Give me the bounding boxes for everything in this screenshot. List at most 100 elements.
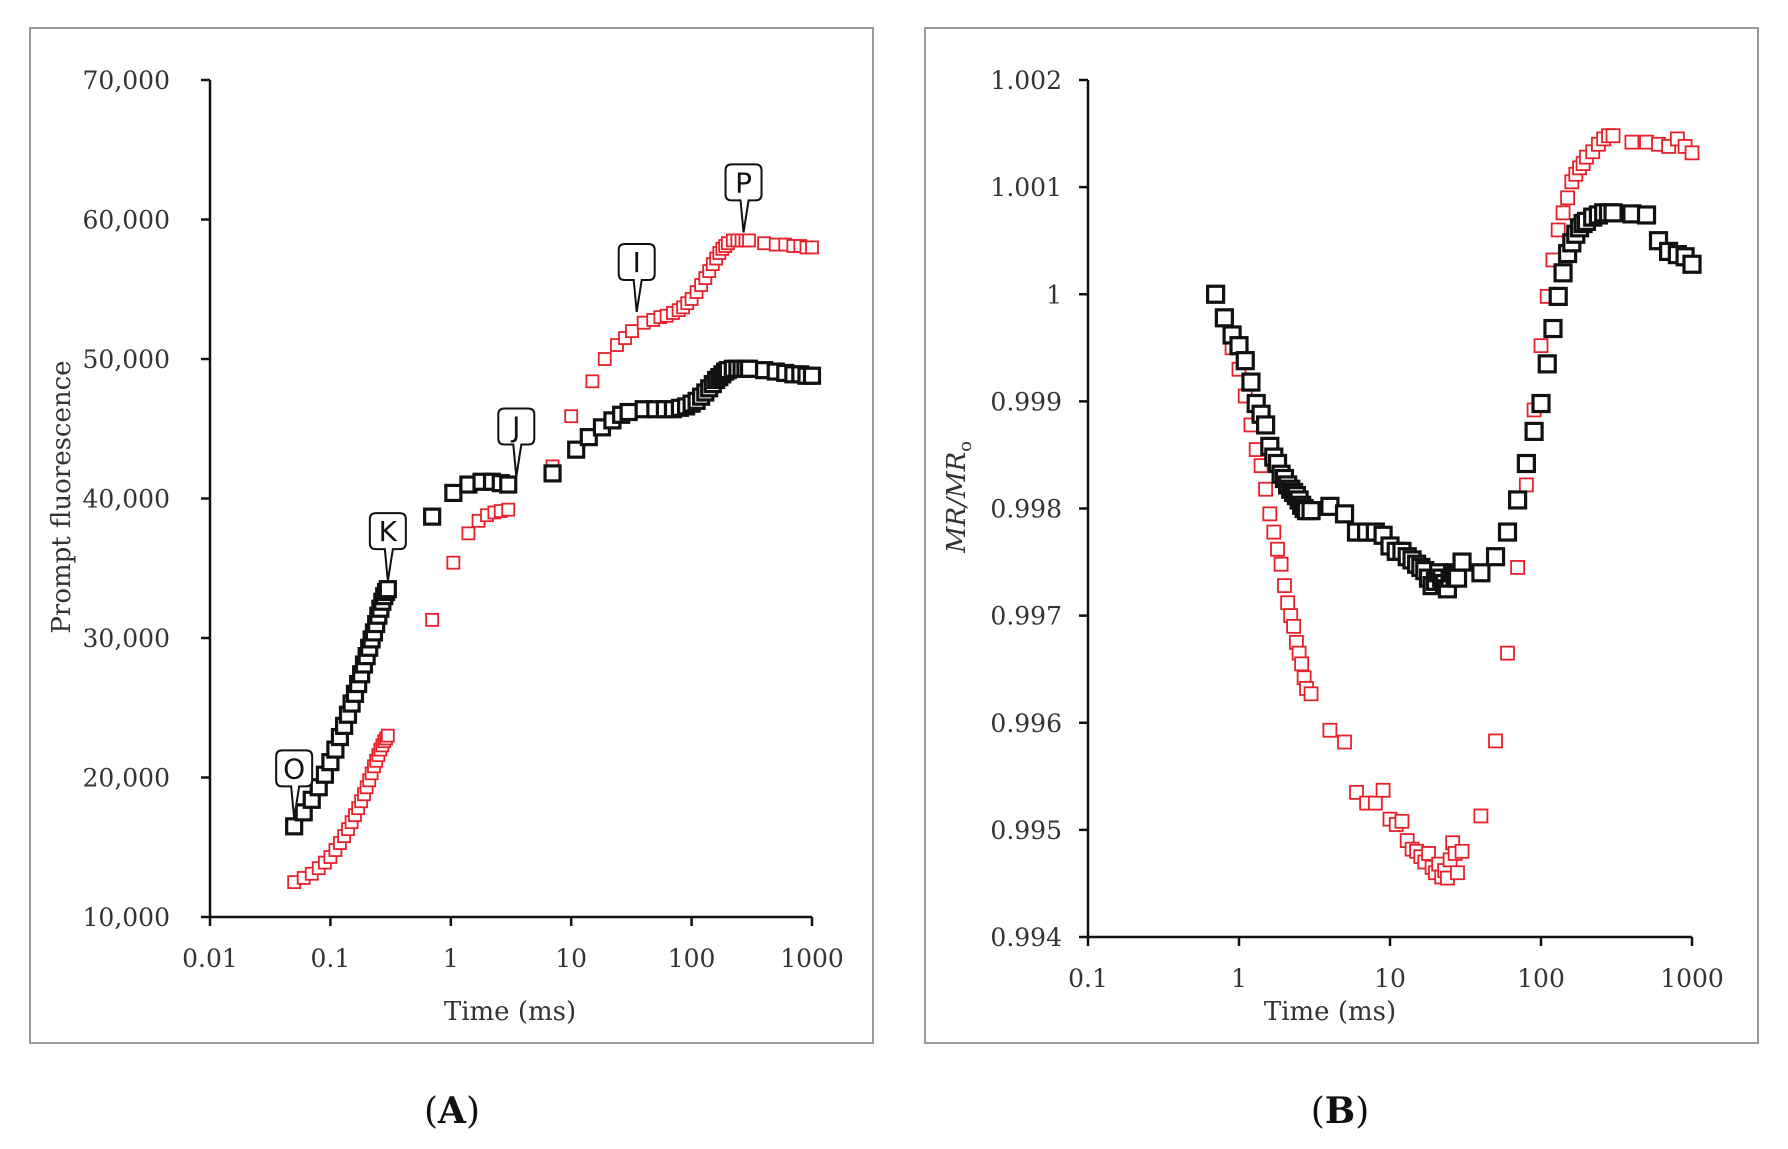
panel-b-black-point [1241, 372, 1261, 392]
panel-b-red-point [1394, 813, 1410, 829]
panel-b-black-point [1447, 568, 1468, 588]
panel-a-x-tick-label: 10 [555, 944, 587, 973]
panel-b-black-point [1214, 308, 1234, 328]
panel-b-red-point [1500, 645, 1515, 661]
panel-b-red-point [1639, 134, 1654, 150]
callout-label: I [633, 246, 641, 279]
callout-label: P [735, 166, 752, 199]
panel-a-x-axis-label: Time (ms) [444, 997, 576, 1027]
panel-b-black-point [1682, 254, 1702, 274]
panel-b-red-point [1518, 477, 1534, 493]
panel-a-red-point [564, 409, 579, 424]
panel-a-red-point [501, 502, 516, 517]
panel-b-frame [924, 27, 1759, 1044]
panel-b-y-tick-label: 0.995 [990, 816, 1062, 845]
panel-b-red-point [1450, 865, 1465, 881]
callout-label: J [510, 411, 520, 444]
panel-b-red-point [1277, 578, 1292, 594]
panel-b-black-point [1452, 552, 1472, 572]
panel-b-black-point [1516, 453, 1536, 474]
panel-b-black-point [1301, 501, 1321, 521]
panel-b-y-tick-label: 0.999 [990, 387, 1062, 416]
callout-bubble [368, 512, 407, 582]
panel-a-y-tick-label: 10,000 [83, 903, 170, 932]
panel-a-red-point [585, 374, 600, 389]
panel-b-red-point [1337, 734, 1352, 750]
panel-b-black-point [1255, 415, 1276, 435]
panel-b-red-point [1286, 618, 1302, 634]
panel-b-black-point [1497, 522, 1518, 542]
callout-label: K [379, 515, 398, 548]
panel-b-y-tick-label: 1 [1046, 280, 1062, 309]
panel-b-x-tick-label: 1 [1231, 964, 1247, 993]
panel-a-frame [29, 27, 874, 1044]
panel-a-x-tick-label: 1 [443, 944, 459, 973]
panel-b-y-axis-label: MR/MRo [942, 441, 976, 554]
panel-b-y-tick-label: 0.996 [990, 709, 1062, 738]
panel-b-black-point [1334, 504, 1355, 524]
panel-b-y-tick-label: 1.001 [990, 173, 1062, 202]
panel-a-x-tick-label: 1000 [780, 944, 844, 973]
panel-a-y-tick-label: 40,000 [83, 485, 170, 514]
panel-b-black-point [1636, 205, 1657, 225]
panel-b-red-point [1560, 190, 1575, 206]
panel-b-red-point [1266, 524, 1282, 540]
panel-a-callout-j: J [497, 407, 536, 477]
panel-b-black-point [1603, 203, 1623, 223]
panel-b-y-axis-label-main: MR/MR [942, 452, 972, 554]
panel-a-callout-k: K [368, 512, 407, 582]
panel-a-y-tick-label: 70,000 [83, 66, 170, 95]
panel-b-red-point [1303, 686, 1319, 702]
panel-b-red-point [1550, 222, 1566, 238]
panel-b-red-point [1294, 656, 1310, 672]
panel-b-red-point [1624, 134, 1640, 150]
panel-b-x-tick-label: 1000 [1660, 964, 1724, 993]
panel-a-y-tick-label: 60,000 [83, 206, 170, 235]
panel-a-black-point [543, 464, 562, 483]
panel-a-black-point [499, 475, 518, 494]
panel-b-x-axis-label: Time (ms) [1264, 997, 1396, 1027]
panel-a-letter-text: A [437, 1090, 467, 1132]
panel-b-y-tick-label: 0.998 [990, 495, 1062, 524]
panel-b-red-point [1488, 733, 1503, 749]
panel-b-red-point [1375, 782, 1391, 798]
panel-b-letter-text: B [1325, 1090, 1355, 1132]
panel-a-callout-p: P [724, 163, 763, 233]
panel-b-red-point [1270, 541, 1285, 557]
panel-b-red-point [1280, 595, 1296, 611]
callout-bubble [275, 749, 314, 819]
panel-b-red-point [1322, 722, 1338, 738]
panel-b-y-tick-label: 0.997 [990, 602, 1062, 631]
panel-a-black-point [285, 817, 304, 836]
panel-a-red-point [805, 240, 819, 255]
panel-a-red-point [461, 526, 476, 541]
panel-a-x-tick-label: 100 [668, 944, 716, 973]
panel-b-black-point [1508, 490, 1528, 510]
panel-b-red-point [1258, 481, 1273, 497]
panel-a-y-tick-label: 30,000 [83, 624, 170, 653]
panel-a-black-point [579, 428, 598, 447]
panel-a-black-point [423, 507, 442, 526]
panel-b-red-point [1454, 843, 1470, 859]
panel-a-red-point [625, 324, 639, 339]
panel-b-black-point [1548, 286, 1568, 306]
panel-a-y-tick-label: 20,000 [83, 764, 170, 793]
panel-b-y-tick-label: 1.002 [990, 66, 1062, 95]
callout-bubble [724, 163, 763, 233]
callout-bubble [617, 242, 656, 313]
panel-a-black-point [444, 483, 463, 503]
panel-b-red-point [1262, 506, 1278, 522]
callout-bubble [497, 407, 536, 477]
panel-b-chart: 0.994 0.995 0.996 0.997 0.998 0.999 1 1.001 1.00… [924, 27, 1759, 1044]
panel-b-black-point [1206, 284, 1226, 304]
panel-b-y-tick-label: 0.994 [990, 923, 1062, 952]
panel-a-x-tick-label: 0.1 [311, 944, 351, 973]
panel-b-red-point [1684, 145, 1700, 161]
panel-b-red-point [1555, 205, 1571, 221]
panel-b-black-point [1537, 354, 1557, 374]
panel-b-y-axis-label-subscript: o [955, 441, 976, 452]
panel-a-callout-o: O [275, 749, 314, 819]
panel-b-black-point [1531, 393, 1551, 414]
panel-a-red-point [757, 236, 771, 251]
callout-label: O [283, 752, 305, 785]
